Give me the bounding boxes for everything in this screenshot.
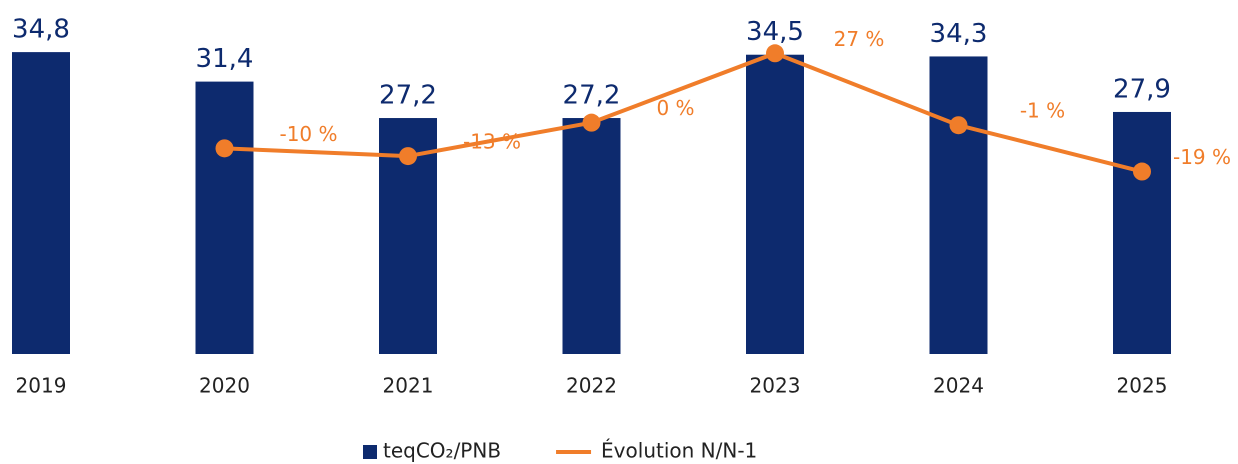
bar — [195, 81, 254, 354]
bar — [929, 56, 988, 354]
line-value-label: 27 % — [834, 27, 885, 51]
x-tick-label: 2020 — [199, 374, 250, 398]
line-point — [766, 44, 784, 63]
bar — [562, 118, 621, 354]
x-tick-label: 2019 — [16, 374, 67, 398]
line-value-label: 0 % — [656, 96, 694, 120]
legend-swatch — [363, 445, 377, 459]
bar-value-label: 34,8 — [12, 15, 70, 45]
bar-value-label: 34,5 — [746, 17, 804, 47]
bar-value-label: 31,4 — [196, 44, 254, 74]
x-tick-label: 2024 — [933, 374, 984, 398]
line-point — [949, 116, 968, 135]
line-point — [1133, 162, 1151, 181]
x-tick-label: 2022 — [566, 374, 617, 398]
bar-value-label: 34,3 — [930, 19, 988, 49]
legend-label: teqCO₂/PNB — [383, 439, 501, 463]
bar-value-label: 27,9 — [1113, 74, 1171, 104]
bar — [1113, 111, 1171, 354]
line-value-label: -10 % — [279, 122, 337, 146]
line-point — [399, 147, 417, 166]
bar-value-label: 27,2 — [563, 81, 621, 111]
line-value-label: -1 % — [1020, 99, 1065, 123]
line-point — [582, 113, 601, 132]
bar — [12, 52, 70, 355]
line-value-label: -19 % — [1173, 145, 1231, 169]
x-tick-label: 2021 — [383, 374, 434, 398]
line-point — [215, 139, 234, 158]
line — [224, 51, 1143, 174]
legend-label: Évolution N/N-1 — [601, 439, 757, 463]
bar — [746, 54, 804, 355]
x-tick-label: 2025 — [1117, 374, 1168, 398]
bar-value-label: 27,2 — [379, 81, 437, 111]
line-value-label: -13 % — [463, 130, 521, 154]
x-tick-label: 2023 — [750, 374, 801, 398]
